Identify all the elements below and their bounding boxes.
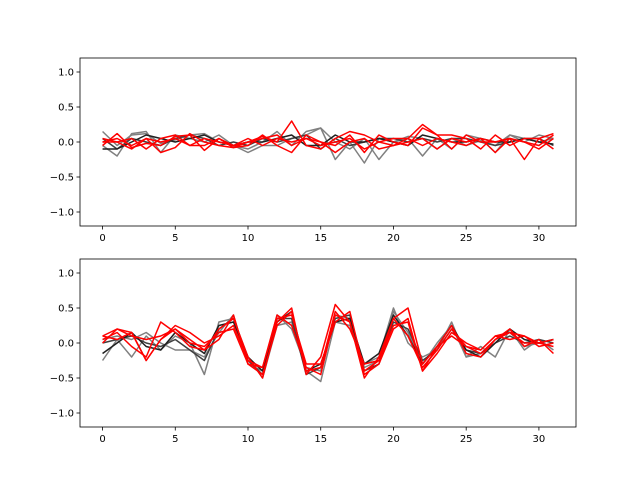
y-tick-label: 0.5 [58, 304, 74, 315]
x-tick-label: 0 [99, 434, 105, 445]
x-tick-label: 20 [387, 233, 400, 244]
y-tick-label: −0.5 [50, 173, 74, 184]
y-tick-label: 1.0 [58, 68, 74, 79]
y-tick-label: 0.0 [58, 138, 74, 149]
bottom-subplot: 0 5 10 15 20 25 30 −1.0 −0.5 0.0 0.5 1.0 [50, 258, 577, 445]
x-tick-label: 10 [242, 233, 255, 244]
x-tick-label: 10 [242, 434, 255, 445]
x-tick-label: 15 [314, 434, 327, 445]
y-tick-label: −0.5 [50, 374, 74, 385]
x-tick-label: 25 [460, 434, 473, 445]
x-tick-label: 0 [99, 233, 105, 244]
series-line-6 [102, 310, 554, 376]
series-line-7 [102, 310, 554, 372]
x-tick-label: 30 [533, 434, 546, 445]
y-tick-label: 0.0 [58, 339, 74, 350]
x-tick-label: 5 [172, 233, 178, 244]
x-tick-label: 25 [460, 233, 473, 244]
x-tick-label: 30 [533, 233, 546, 244]
y-tick-label: −1.0 [50, 409, 74, 420]
x-tick-label: 5 [172, 434, 178, 445]
series-line-7 [102, 134, 554, 154]
y-tick-label: 1.0 [58, 269, 74, 280]
x-tick-label: 15 [314, 233, 327, 244]
series-group [102, 120, 554, 164]
y-tick-label: −1.0 [50, 208, 74, 219]
series-group [101, 303, 554, 383]
y-tick-label: 0.5 [58, 103, 74, 114]
top-subplot: 0 5 10 15 20 25 30 −1.0 −0.5 0.0 0.5 1.0 [50, 57, 577, 244]
x-tick-label: 20 [387, 434, 400, 445]
